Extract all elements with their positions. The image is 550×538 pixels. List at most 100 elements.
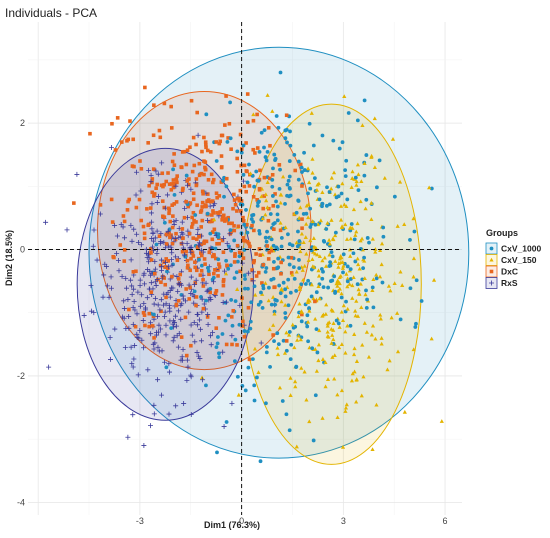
point-dxc [231,206,235,211]
point-cxv_150 [283,303,288,307]
point-cxv_150 [344,237,350,241]
point-cxv_150 [349,185,354,189]
point-cxv_150 [277,385,283,390]
point-rxs [159,348,165,354]
point-rxs [162,359,168,365]
point-dxc [191,191,196,196]
point-cxv_1000 [272,259,276,264]
point-dxc [187,231,192,236]
point-rxs [160,273,166,279]
point-rxs [208,297,214,303]
point-dxc [188,145,192,150]
point-rxs [74,171,80,177]
point-dxc [172,163,177,167]
point-rxs [43,219,49,225]
point-cxv_150 [287,332,292,337]
point-cxv_150 [298,337,303,342]
point-dxc [122,259,127,263]
point-rxs [245,270,251,276]
point-dxc [170,159,175,164]
point-cxv_1000 [270,177,275,182]
point-dxc [250,278,254,282]
point-rxs [150,244,156,250]
point-cxv_1000 [271,276,276,281]
point-rxs [185,364,191,370]
point-dxc [142,231,147,236]
point-cxv_1000 [289,342,294,347]
point-cxv_1000 [326,285,330,290]
point-dxc [255,198,259,202]
legend-marker [489,246,494,251]
point-cxv_150 [343,222,348,227]
point-cxv_150 [359,179,364,184]
point-rxs [106,294,112,300]
point-dxc [216,274,220,278]
point-rxs [163,245,169,251]
x-axis-label: Dim1 (76.3%) [204,520,260,530]
point-cxv_150 [306,215,311,220]
point-cxv_1000 [248,326,253,331]
point-cxv_150 [306,202,311,207]
point-dxc [170,203,174,207]
point-cxv_150 [302,369,307,374]
point-dxc [168,235,172,240]
point-rxs [131,286,137,292]
point-cxv_1000 [364,305,369,310]
point-cxv_1000 [336,321,341,326]
point-dxc [157,234,162,238]
point-cxv_150 [351,275,356,279]
point-cxv_1000 [297,310,301,315]
point-dxc [229,230,233,234]
point-dxc [206,177,211,182]
point-cxv_1000 [364,288,368,293]
point-cxv_150 [359,393,364,398]
point-cxv_1000 [299,282,304,287]
point-cxv_1000 [273,158,277,162]
point-cxv_150 [330,308,335,313]
point-cxv_1000 [278,167,282,172]
point-cxv_150 [299,365,304,370]
point-cxv_1000 [358,247,363,251]
point-dxc [252,228,256,233]
point-rxs [123,275,129,281]
point-cxv_1000 [302,150,306,155]
point-rxs [141,301,147,307]
point-cxv_1000 [288,143,293,148]
point-dxc [190,221,195,226]
point-cxv_150 [316,268,321,273]
point-cxv_150 [342,94,347,98]
point-cxv_150 [278,200,283,205]
point-dxc [229,147,233,151]
point-cxv_1000 [296,199,301,203]
point-rxs [170,285,176,291]
point-cxv_1000 [274,114,279,118]
point-cxv_1000 [317,197,322,202]
point-rxs [207,203,213,209]
point-dxc [133,324,138,329]
point-dxc [152,192,157,196]
point-cxv_1000 [334,318,339,323]
point-cxv_1000 [365,297,369,302]
point-cxv_150 [429,336,434,341]
point-cxv_150 [296,333,301,338]
point-rxs [180,346,186,352]
point-rxs [188,412,194,418]
point-rxs [221,235,227,241]
point-cxv_150 [379,341,384,346]
point-cxv_150 [344,271,349,276]
point-cxv_150 [348,236,353,241]
point-cxv_1000 [162,220,167,225]
point-cxv_150 [340,181,345,186]
point-rxs [135,289,141,295]
x-tick-label: 3 [341,516,346,526]
point-cxv_150 [299,231,304,236]
point-cxv_1000 [154,242,159,247]
point-cxv_150 [400,283,405,287]
point-rxs [169,262,175,268]
point-dxc [198,273,203,277]
point-cxv_150 [338,204,344,208]
point-rxs [239,260,245,266]
point-cxv_150 [363,292,368,297]
point-cxv_150 [363,206,368,211]
point-cxv_1000 [264,266,269,270]
